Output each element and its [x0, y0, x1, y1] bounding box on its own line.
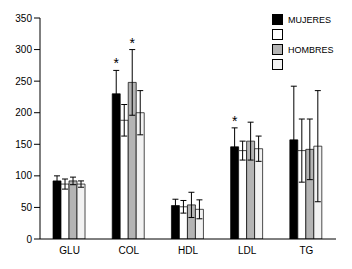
svg-text:TG: TG — [299, 245, 313, 256]
svg-text:0: 0 — [26, 234, 32, 245]
svg-text:GLU: GLU — [59, 245, 80, 256]
svg-text:200: 200 — [15, 107, 32, 118]
html-text:MUJERES: MUJERES — [288, 14, 331, 25]
svg-text:LDL: LDL — [238, 245, 257, 256]
svg-text:HDL: HDL — [178, 245, 198, 256]
svg-text:350: 350 — [15, 13, 32, 24]
svg-text:300: 300 — [15, 44, 32, 55]
svg-text:*: * — [113, 55, 119, 71]
svg-text:*: * — [129, 35, 135, 51]
svg-text:100: 100 — [15, 170, 32, 181]
svg-text:COL: COL — [119, 245, 140, 256]
svg-text:50: 50 — [21, 202, 33, 213]
html-text:HOMBRES: HOMBRES — [288, 44, 334, 55]
svg-text:*: * — [232, 113, 238, 129]
svg-text:150: 150 — [15, 139, 32, 150]
svg-text:250: 250 — [15, 76, 32, 87]
